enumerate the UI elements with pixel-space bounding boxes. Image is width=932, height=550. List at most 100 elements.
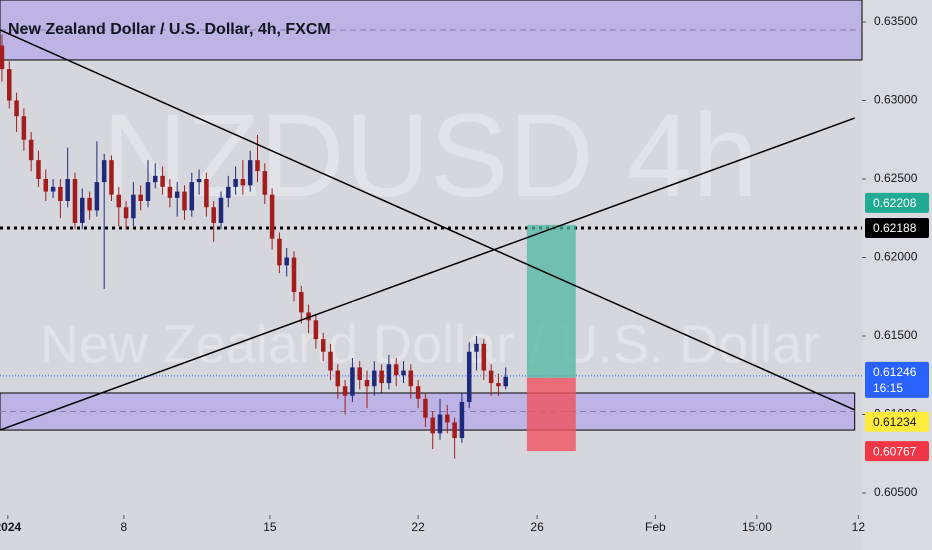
candle-body [386, 364, 392, 384]
candle-body [269, 194, 275, 239]
price-label-box [865, 217, 929, 238]
candle-body [335, 370, 341, 387]
candle-body [342, 386, 348, 396]
candle-body [401, 370, 406, 376]
candle-body [174, 191, 180, 198]
candle-body [452, 422, 457, 439]
candle-body [58, 186, 63, 201]
candle-body [459, 401, 465, 439]
candle-body [211, 207, 216, 223]
candle-body [291, 257, 297, 293]
price-label-countdown: 16:15 [873, 381, 903, 395]
candle-body [65, 178, 70, 201]
candle-body [262, 171, 268, 195]
watermark: NZDUSD 4h New Zealand Dollar / U.S. Doll… [40, 90, 820, 374]
candle-body [28, 139, 34, 161]
candle-body [131, 194, 136, 219]
candle-body [101, 160, 107, 183]
candle-body [430, 417, 435, 434]
y-tick-label: 0.61500 [874, 328, 918, 342]
candle-body [80, 197, 85, 223]
candle-body [116, 194, 122, 208]
candle-body [415, 386, 421, 399]
price-label: 0.61246 [873, 365, 917, 379]
candle-body [226, 186, 231, 198]
candle-body [481, 343, 487, 371]
candle-body [182, 191, 187, 211]
candle-body [145, 182, 151, 201]
candle-body [167, 186, 173, 198]
candle-body [328, 351, 333, 371]
candle-body [255, 160, 260, 172]
y-tick-label: 0.63000 [874, 93, 918, 107]
candle-body [240, 178, 246, 186]
candle-body [313, 320, 319, 340]
price-label: 0.62208 [873, 196, 917, 210]
x-tick-label: 15 [263, 520, 277, 534]
candle-body [247, 160, 253, 186]
candle-body [423, 398, 428, 418]
candle-body [320, 339, 326, 352]
candle-body [153, 175, 158, 183]
candle-body [445, 414, 450, 423]
candle-body [109, 160, 114, 195]
candle-body [138, 194, 143, 201]
target-area [526, 224, 576, 378]
price-label-box [865, 192, 929, 213]
y-tick-label: 0.60500 [874, 485, 918, 499]
candle-body [372, 370, 377, 387]
x-tick-label: 15:00 [742, 520, 772, 534]
candle-body [277, 238, 282, 266]
trend-line [0, 117, 855, 431]
candle-body [94, 182, 100, 211]
candle-body [233, 178, 238, 187]
price-axis-area [862, 0, 932, 550]
candle-body [189, 182, 195, 211]
y-tick-label: 0.62000 [874, 250, 918, 264]
candle-body [379, 370, 384, 384]
candle-body [393, 364, 399, 376]
candle-body [488, 370, 494, 384]
candle-body [299, 292, 304, 313]
watermark-symbol: NZDUSD 4h [102, 90, 758, 222]
candle-body [357, 367, 362, 380]
candle-body [364, 379, 370, 387]
candle-body [50, 186, 56, 192]
x-tick-label: 12 [852, 520, 866, 534]
price-label-box [865, 441, 929, 462]
candle-body [466, 351, 472, 402]
y-tick-label: 0.62500 [874, 171, 918, 185]
price-label: 0.61234 [873, 415, 917, 429]
x-tick-label: 26 [530, 520, 544, 534]
candle-body [7, 69, 12, 101]
candle-body [123, 207, 129, 219]
candle-body [503, 376, 508, 387]
price-label-box [865, 361, 929, 398]
x-tick-label: 2024 [0, 520, 21, 534]
candle-body [196, 178, 202, 183]
x-tick-label: Feb [645, 520, 666, 534]
candle-body [350, 367, 355, 396]
candle-body [474, 343, 479, 352]
price-label: 0.62188 [873, 221, 917, 235]
y-tick-label: 0.63500 [874, 14, 918, 28]
trend-line [0, 29, 856, 411]
candle-body [306, 312, 311, 321]
candle-body [72, 178, 78, 223]
candle-body [14, 100, 19, 117]
x-tick-label: 22 [411, 520, 425, 534]
candle-body [218, 197, 224, 223]
candle-body [36, 160, 41, 179]
stop-area [526, 377, 576, 452]
candle-body [160, 175, 165, 187]
price-label-box [865, 411, 929, 432]
candle-body [437, 414, 443, 434]
candle-body [43, 178, 49, 192]
watermark-name: New Zealand Dollar / U.S. Dollar [40, 314, 820, 374]
candle-body [0, 45, 5, 70]
candle-body [496, 383, 501, 387]
plot: 0.635000.630000.625000.620000.615000.610… [0, 0, 929, 534]
price-label: 0.60767 [873, 444, 917, 458]
